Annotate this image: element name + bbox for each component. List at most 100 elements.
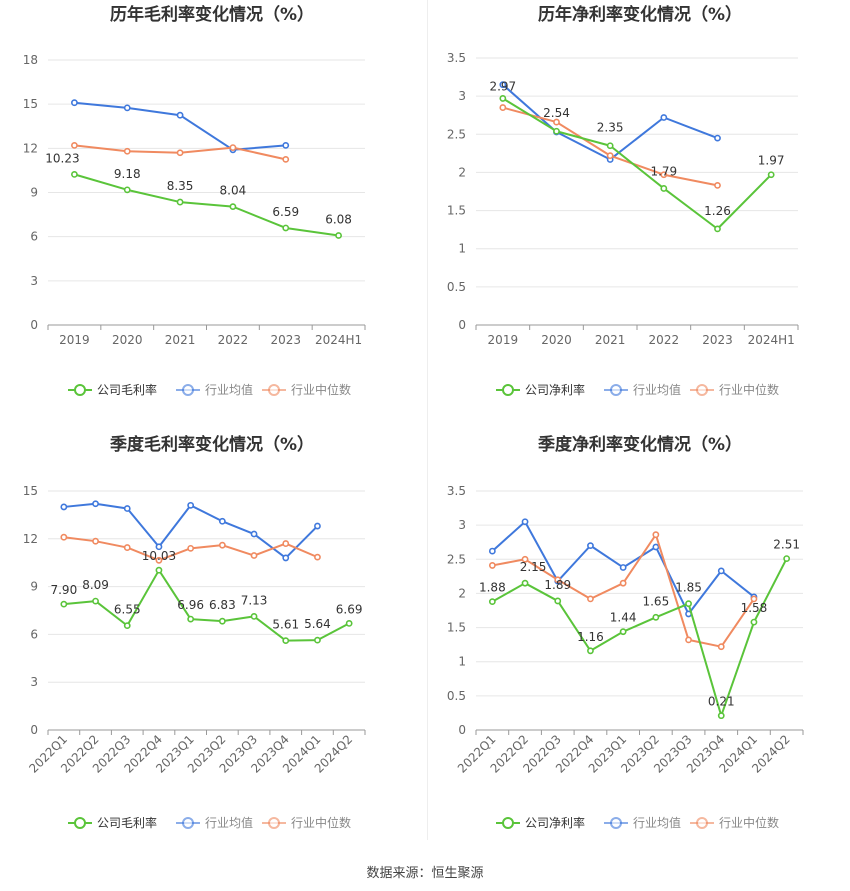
x-tick-label: 2024H1	[748, 333, 795, 347]
data-point	[60, 600, 68, 608]
data-point	[606, 152, 614, 160]
legend-label: 行业中位数	[719, 815, 779, 830]
legend-marker	[74, 817, 86, 829]
data-point	[123, 505, 131, 512]
data-point	[92, 597, 99, 605]
data-point	[71, 99, 78, 107]
x-tick-label: 2020	[112, 333, 143, 347]
data-point	[685, 636, 692, 644]
annual-net-margin-chart: 历年净利率变化情况（%） 0 0.5 1 1.5 2 2.5 3 3.5 2019 2020 2021…	[447, 4, 799, 397]
data-label: 8.09	[82, 578, 109, 592]
data-point	[282, 554, 290, 562]
data-label: 2.97	[489, 79, 516, 93]
data-point	[488, 562, 496, 569]
data-label: 5.61	[272, 618, 299, 632]
data-point	[499, 95, 507, 102]
data-label: 1.88	[479, 581, 506, 595]
x-tick-label: 2019	[488, 333, 519, 347]
data-label: 1.58	[741, 601, 768, 615]
x-tick-label: 2021	[165, 333, 196, 347]
data-label: 1.97	[758, 154, 785, 168]
data-point	[187, 544, 195, 552]
data-point	[314, 636, 321, 644]
data-label: 2.35	[597, 121, 624, 135]
data-source-label: 数据来源：恒生聚源	[366, 866, 484, 881]
data-point	[521, 579, 529, 587]
data-point	[750, 618, 758, 626]
data-point	[652, 531, 660, 539]
y-tick-label: 15	[23, 484, 38, 498]
data-point	[123, 147, 131, 155]
y-tick-label: 12	[23, 141, 38, 155]
panel-divider-vertical	[427, 0, 428, 840]
y-tick-label: 2	[458, 586, 466, 600]
data-point	[71, 141, 78, 149]
data-point	[685, 600, 692, 608]
data-label: 7.90	[50, 583, 77, 597]
x-tick-label: 2022	[649, 333, 680, 347]
data-point	[345, 620, 353, 627]
legend-marker	[696, 384, 708, 396]
data-point	[587, 542, 594, 550]
data-label: 1.65	[642, 594, 669, 608]
data-label: 1.85	[675, 581, 702, 595]
data-label: 6.59	[272, 205, 299, 219]
y-tick-label: 15	[23, 97, 38, 111]
y-tick-label: 9	[30, 580, 38, 594]
data-label: 0.21	[708, 695, 735, 709]
legend-label: 行业均值	[205, 382, 253, 397]
y-tick-label: 1.5	[447, 204, 466, 218]
legend-marker	[502, 817, 514, 829]
series-line	[63, 569, 350, 642]
legend-marker	[696, 817, 708, 829]
y-tick-label: 0	[30, 318, 38, 332]
legend-item: 行业均值	[604, 815, 681, 830]
data-point	[499, 81, 507, 89]
legend-marker	[74, 384, 86, 396]
y-tick-label: 3	[30, 274, 38, 288]
data-label: 1.26	[704, 204, 731, 218]
data-point	[282, 637, 290, 645]
data-point	[587, 647, 594, 655]
y-tick-label: 18	[23, 53, 38, 67]
data-label: 10.23	[45, 151, 79, 165]
data-point	[123, 622, 131, 630]
legend-marker	[182, 817, 194, 829]
legend-marker	[610, 817, 622, 829]
data-point	[92, 537, 99, 545]
data-point	[717, 567, 725, 575]
data-point	[282, 540, 290, 547]
data-point	[229, 203, 237, 211]
y-tick-label: 1.5	[447, 621, 466, 635]
data-label: 6.55	[114, 603, 141, 617]
chart-title: 季度毛利率变化情况（%）	[110, 434, 314, 455]
data-label: 9.18	[114, 167, 141, 181]
legend-label: 行业中位数	[291, 382, 351, 397]
data-point	[553, 118, 560, 126]
legend-label: 公司毛利率	[97, 815, 157, 830]
data-point	[767, 171, 775, 179]
data-point	[714, 181, 721, 189]
data-point	[499, 104, 507, 111]
data-label: 10.03	[142, 549, 176, 563]
data-point	[717, 712, 725, 720]
data-point	[218, 617, 226, 625]
data-point	[123, 544, 131, 551]
data-point	[553, 127, 560, 135]
data-point	[606, 142, 614, 150]
data-point	[652, 543, 660, 551]
y-tick-label: 3	[458, 89, 466, 103]
legend-item: 公司净利率	[496, 382, 585, 397]
data-label: 8.04	[220, 184, 247, 198]
data-point	[218, 541, 226, 549]
y-tick-label: 0	[458, 723, 466, 737]
data-point	[750, 595, 758, 603]
data-point	[218, 517, 226, 525]
data-label: 1.44	[610, 611, 637, 625]
data-point	[250, 552, 258, 559]
legend-marker	[268, 384, 280, 396]
chart-title: 季度净利率变化情况（%）	[538, 434, 742, 455]
legend-marker	[502, 384, 514, 396]
data-point	[229, 144, 237, 151]
legend-item: 公司毛利率	[68, 382, 157, 397]
